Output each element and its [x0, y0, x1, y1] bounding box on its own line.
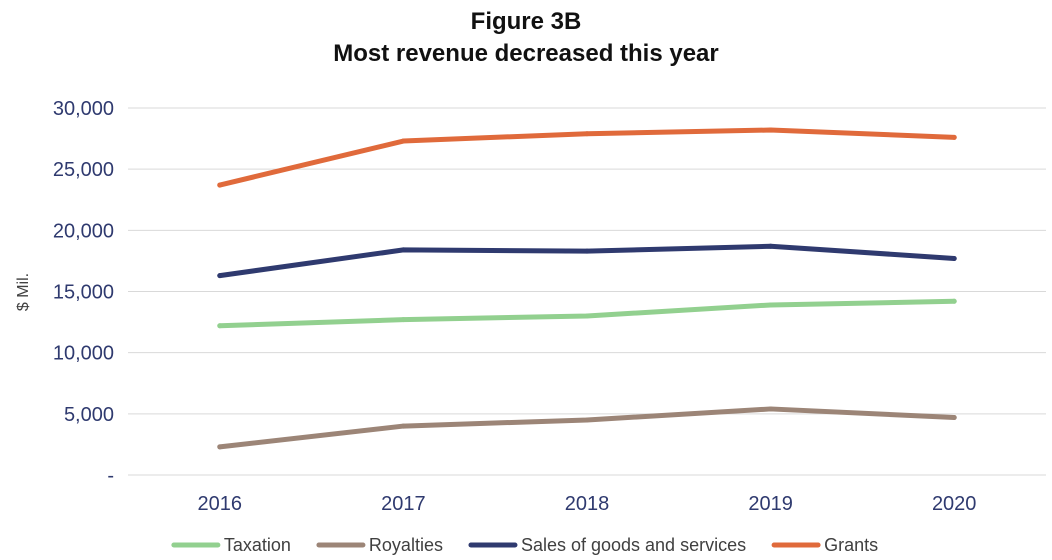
series-lines: [217, 127, 957, 450]
data-point: [400, 138, 406, 144]
data-point: [768, 127, 774, 133]
y-tick-label: 20,000: [53, 220, 114, 242]
data-point: [217, 444, 223, 450]
legend-label: Taxation: [224, 535, 291, 555]
series-0: [217, 298, 957, 329]
x-tick-label: 2019: [748, 493, 793, 515]
series-2: [217, 243, 957, 279]
data-point: [768, 302, 774, 308]
data-point: [217, 273, 223, 279]
legend-label: Royalties: [369, 535, 443, 555]
data-point: [217, 323, 223, 329]
chart-title: Figure 3B: [470, 8, 582, 35]
y-tick-label: 5,000: [64, 404, 114, 426]
y-axis-label: $ Mil.: [15, 273, 32, 311]
legend: Taxation Royalties Sales of goods and serv…: [171, 535, 878, 555]
data-point: [768, 243, 774, 249]
y-tick-label: 25,000: [53, 159, 114, 181]
x-axis-ticks: 2016 2017 2018 2019 2020: [198, 493, 977, 515]
legend-item: Grants: [771, 535, 878, 555]
series-3: [217, 127, 957, 188]
data-point: [951, 134, 957, 140]
data-point: [400, 247, 406, 253]
data-point: [217, 182, 223, 188]
legend-item: Taxation: [171, 535, 291, 555]
data-point: [584, 417, 590, 423]
data-point: [584, 313, 590, 319]
x-tick-label: 2016: [198, 493, 243, 515]
data-point: [951, 255, 957, 261]
data-point: [400, 317, 406, 323]
legend-item: Sales of goods and services: [468, 535, 746, 555]
y-tick-label: 15,000: [53, 282, 114, 304]
x-tick-label: 2018: [565, 493, 610, 515]
legend-item: Royalties: [316, 535, 443, 555]
x-tick-label: 2020: [932, 493, 977, 515]
chart-subtitle: Most revenue decreased this year: [333, 40, 719, 67]
y-tick-label: -: [107, 465, 114, 487]
series-line: [217, 127, 957, 188]
legend-label: Grants: [824, 535, 878, 555]
data-point: [400, 423, 406, 429]
data-point: [584, 131, 590, 137]
y-axis-ticks: - 5,000 10,000 15,000 20,000 25,000 30,000: [53, 98, 114, 487]
series-line: [217, 406, 957, 450]
x-tick-label: 2017: [381, 493, 426, 515]
data-point: [951, 298, 957, 304]
y-tick-label: 30,000: [53, 98, 114, 120]
data-point: [768, 406, 774, 412]
legend-label: Sales of goods and services: [521, 535, 746, 555]
series-1: [217, 406, 957, 450]
data-point: [584, 248, 590, 254]
y-tick-label: 10,000: [53, 343, 114, 365]
data-point: [951, 415, 957, 421]
